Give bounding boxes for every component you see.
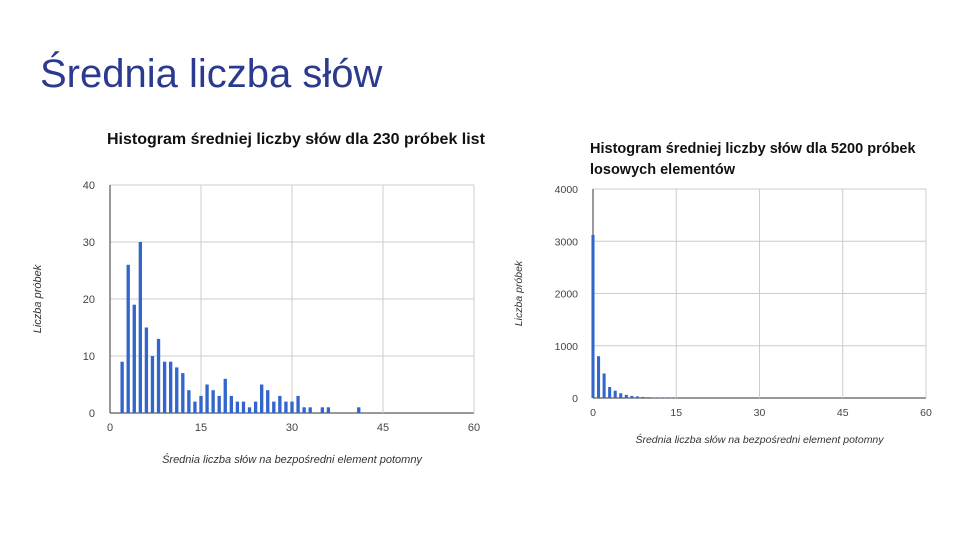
x-tick-label: 0 — [590, 407, 596, 419]
histogram-bar — [296, 395, 300, 413]
histogram-bar — [320, 407, 325, 413]
x-tick-label: 30 — [754, 407, 766, 419]
histogram-bar — [272, 401, 276, 413]
histogram-bar — [144, 327, 149, 413]
slide-title: Średnia liczba słów — [40, 52, 383, 96]
histogram-bar — [619, 393, 623, 398]
histogram-bar — [205, 384, 209, 413]
histogram-bar — [181, 373, 185, 413]
histogram-bar — [162, 361, 167, 413]
x-tick-label: 30 — [286, 422, 298, 434]
histogram-bar — [608, 387, 612, 398]
histogram-bar — [247, 407, 252, 413]
y-tick-label: 40 — [83, 180, 95, 192]
chart-title-1: Histogram średniej liczby słów dla 230 p… — [107, 131, 485, 148]
histogram-bar — [266, 390, 270, 413]
histogram-bar — [308, 407, 312, 413]
y-tick-label: 30 — [83, 237, 95, 249]
y-tick-label: 0 — [89, 408, 95, 420]
x-axis-label: Średnia liczba słów na bezpośredni eleme… — [162, 453, 423, 466]
histogram-bar — [602, 373, 606, 398]
histogram-bar — [199, 395, 203, 413]
histogram-bar — [126, 264, 130, 413]
histogram-bar — [259, 384, 264, 413]
y-axis-label: Liczba próbek — [513, 260, 525, 326]
x-tick-label: 15 — [670, 407, 682, 419]
x-tick-label: 60 — [468, 422, 480, 434]
histogram-bar — [357, 407, 361, 413]
x-tick-label: 60 — [920, 407, 932, 419]
histogram-bar — [302, 407, 306, 413]
histogram-bar — [663, 397, 667, 399]
histogram-bar — [175, 367, 179, 413]
y-tick-label: 4000 — [555, 184, 579, 196]
histogram-bar — [187, 390, 191, 413]
histogram-bar — [284, 401, 288, 413]
histogram-bar — [223, 378, 227, 413]
histogram-bar — [290, 401, 294, 413]
x-tick-label: 15 — [195, 422, 207, 434]
histogram-bar — [652, 397, 656, 398]
histogram-bar — [597, 356, 601, 398]
histogram-bar — [591, 234, 595, 398]
histogram-bar — [168, 361, 173, 413]
histogram-bar — [253, 401, 258, 413]
y-tick-label: 10 — [83, 351, 95, 363]
histogram-bar — [217, 395, 221, 413]
histogram-bar — [646, 397, 651, 398]
histogram-bar — [630, 395, 634, 398]
chart-title-2: Histogram średniej liczby słów dla 5200 … — [590, 141, 916, 178]
histogram-bar — [674, 397, 678, 399]
histogram-bar — [669, 397, 673, 399]
histogram-bar — [120, 361, 124, 413]
histogram-bar — [624, 394, 628, 398]
histogram-bar — [193, 401, 197, 413]
histogram-bar — [150, 356, 155, 413]
y-tick-label: 0 — [572, 393, 578, 405]
x-tick-label: 0 — [107, 422, 113, 434]
y-axis-label: Liczba próbek — [32, 264, 44, 333]
y-tick-label: 20 — [83, 294, 95, 306]
histogram-bar — [635, 396, 639, 398]
histogram-bar — [613, 390, 617, 398]
histogram-bar — [156, 338, 161, 413]
histogram-bar — [229, 395, 234, 413]
histogram-bar — [235, 401, 240, 413]
y-tick-label: 2000 — [555, 289, 579, 301]
histogram-bar — [658, 397, 662, 399]
histogram-bar — [138, 242, 143, 413]
x-tick-label: 45 — [837, 407, 849, 419]
histogram-bar — [211, 390, 215, 413]
histogram-bar — [241, 401, 246, 413]
x-tick-label: 45 — [377, 422, 389, 434]
histogram-bar — [278, 395, 282, 413]
y-tick-label: 3000 — [555, 236, 579, 248]
histogram-bar — [641, 396, 645, 398]
histogram-bar — [326, 407, 331, 413]
x-axis-label: Średnia liczba słów na bezpośredni eleme… — [635, 433, 884, 446]
histogram-bar — [132, 304, 136, 413]
y-tick-label: 1000 — [555, 341, 579, 353]
